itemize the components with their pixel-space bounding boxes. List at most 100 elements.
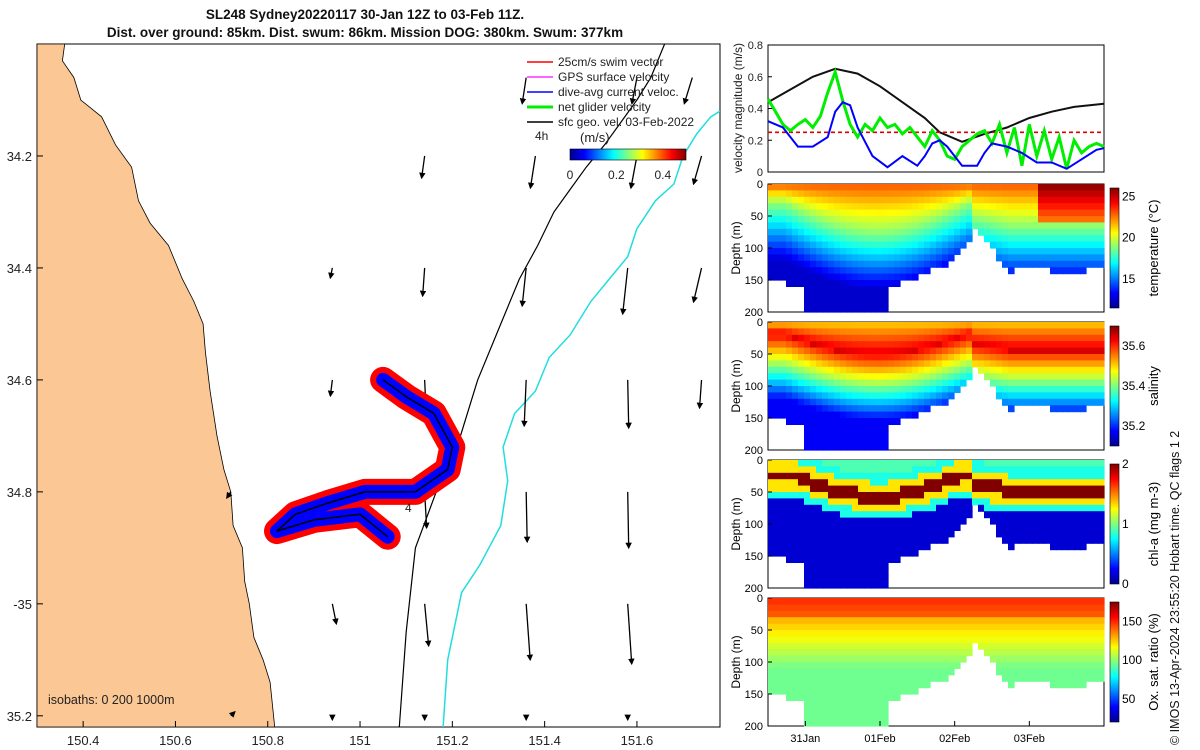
temperature-section-cell — [846, 196, 853, 204]
salinity-section-cell — [858, 418, 865, 425]
salinity-section-cell — [876, 379, 883, 387]
chlorophyll-section-cell — [1002, 498, 1009, 506]
glider-track-group — [264, 366, 466, 550]
temperature-section-cell — [882, 260, 889, 268]
oxygen-section-cell — [972, 604, 979, 612]
temperature-section-cell — [918, 184, 925, 191]
salinity-section-cell — [1056, 373, 1063, 381]
salinity-section-cell — [930, 322, 937, 329]
oxygen-section-cell — [786, 642, 793, 650]
oxygen-section-cell — [1068, 655, 1075, 663]
salinity-section-cell — [768, 322, 775, 329]
salinity-section-cell — [1068, 392, 1075, 400]
oxygen-section-cell — [876, 687, 883, 695]
temperature-section-cell — [1092, 190, 1099, 198]
sfc-geo-vector-17 — [226, 491, 233, 499]
temperature-section-cell — [804, 184, 811, 191]
salinity-section-cell — [924, 341, 931, 349]
salinity-section-cell — [888, 341, 895, 349]
oxygen-section-cell — [852, 687, 859, 695]
salinity-section-cell — [930, 392, 937, 400]
temperature-section-cell — [822, 184, 829, 191]
salinity-section-cell — [912, 379, 919, 387]
temperature-section-cell — [864, 305, 871, 313]
chlorophyll-section-cell — [1008, 536, 1015, 544]
temperature-section-cell — [828, 299, 835, 307]
salinity-section-cell — [828, 398, 835, 406]
oxygen-section-cell — [852, 623, 859, 631]
oxygen-section-cell — [1044, 610, 1051, 618]
chlorophyll-section-cell — [936, 517, 943, 525]
oxygen-section-cell — [828, 687, 835, 695]
temperature-section-cell — [936, 222, 943, 230]
oxygen-section-cell — [1050, 642, 1057, 650]
chlorophyll-section-cell — [888, 524, 895, 531]
chlorophyll-section-cell — [864, 543, 871, 551]
salinity-section-cell — [798, 354, 805, 361]
temperature-section-cell — [816, 203, 823, 211]
salinity-section-cell — [786, 341, 793, 349]
oxygen-section-cell — [804, 630, 811, 637]
salinity-section-cell — [804, 418, 811, 425]
oxygen-section-cell — [846, 610, 853, 618]
temperature-section-cell — [1032, 248, 1039, 255]
chlorophyll-section-cell — [1032, 492, 1039, 499]
oxygen-section-cell — [822, 700, 829, 708]
temperature-section-cell — [1086, 209, 1093, 217]
oxygen-section-cell — [906, 649, 913, 657]
oxygen-section-cell — [858, 636, 865, 644]
oxygen-section-cell — [882, 598, 889, 605]
salinity-section-cell — [1098, 386, 1105, 393]
temperature-section-cell — [924, 184, 931, 191]
salinity-section-cell — [834, 373, 841, 381]
chlorophyll-section-cell — [912, 498, 919, 506]
oxygen-section-cell — [828, 636, 835, 644]
oxygen-section-cell — [918, 623, 925, 631]
chlorophyll-section-cell — [816, 498, 823, 506]
temperature-section-cell — [780, 203, 787, 211]
salinity-section-cell — [840, 360, 847, 368]
salinity-section-cell — [984, 322, 991, 329]
salinity-section-cell — [876, 354, 883, 361]
salinity-section-cell — [822, 411, 829, 419]
map-x-tick-label-6: 151.6 — [621, 733, 654, 748]
salinity-section-cell — [816, 341, 823, 349]
temperature-section-cell — [1044, 216, 1051, 223]
temperature-section-cell — [996, 222, 1003, 230]
temperature-section-cell — [1008, 248, 1015, 255]
salinity-section-cell — [924, 373, 931, 381]
oxygen-section-cell — [954, 662, 961, 669]
chlorophyll-section-cell — [798, 498, 805, 506]
oxygen-section-cell — [918, 681, 925, 689]
oxygen-section-cell — [846, 713, 853, 721]
oxygen-section-cell — [882, 649, 889, 657]
temperature-section-cell — [798, 190, 805, 198]
oxygen-section-cell — [960, 617, 967, 625]
chlorophyll-section-cell — [798, 536, 805, 544]
salinity-section-cell — [1080, 366, 1087, 374]
salinity-section-cell — [1002, 334, 1009, 342]
oxygen-section-cell — [948, 617, 955, 625]
oxygen-section-cell — [1092, 617, 1099, 625]
chlorophyll-section-cell — [870, 517, 877, 525]
map-x-tick-label-0: 150.4 — [67, 733, 100, 748]
temperature-section-cell — [954, 235, 961, 243]
salinity-section-cell — [924, 347, 931, 355]
oxygen-section-cell — [1080, 617, 1087, 625]
chlorophyll-section-cell — [912, 485, 919, 493]
temperature-section-cell — [900, 241, 907, 249]
oxygen-section-cell — [828, 604, 835, 612]
chlorophyll-section-cell — [918, 543, 925, 551]
oxygen-section-y-tick-label-1: 50 — [751, 625, 763, 637]
temperature-section-cell — [870, 184, 877, 191]
oxygen-section-cell — [858, 668, 865, 676]
chlorophyll-section-cell — [882, 460, 889, 467]
chlorophyll-section-cell — [810, 543, 817, 551]
chlorophyll-section-cell — [774, 504, 781, 512]
temperature-section-cell — [936, 209, 943, 217]
oxygen-section-cell — [1092, 655, 1099, 663]
oxygen-section-cell — [1068, 681, 1075, 689]
oxygen-section-cell — [894, 610, 901, 618]
oxygen-section-cell — [828, 610, 835, 618]
temperature-section-cell — [1038, 260, 1045, 268]
